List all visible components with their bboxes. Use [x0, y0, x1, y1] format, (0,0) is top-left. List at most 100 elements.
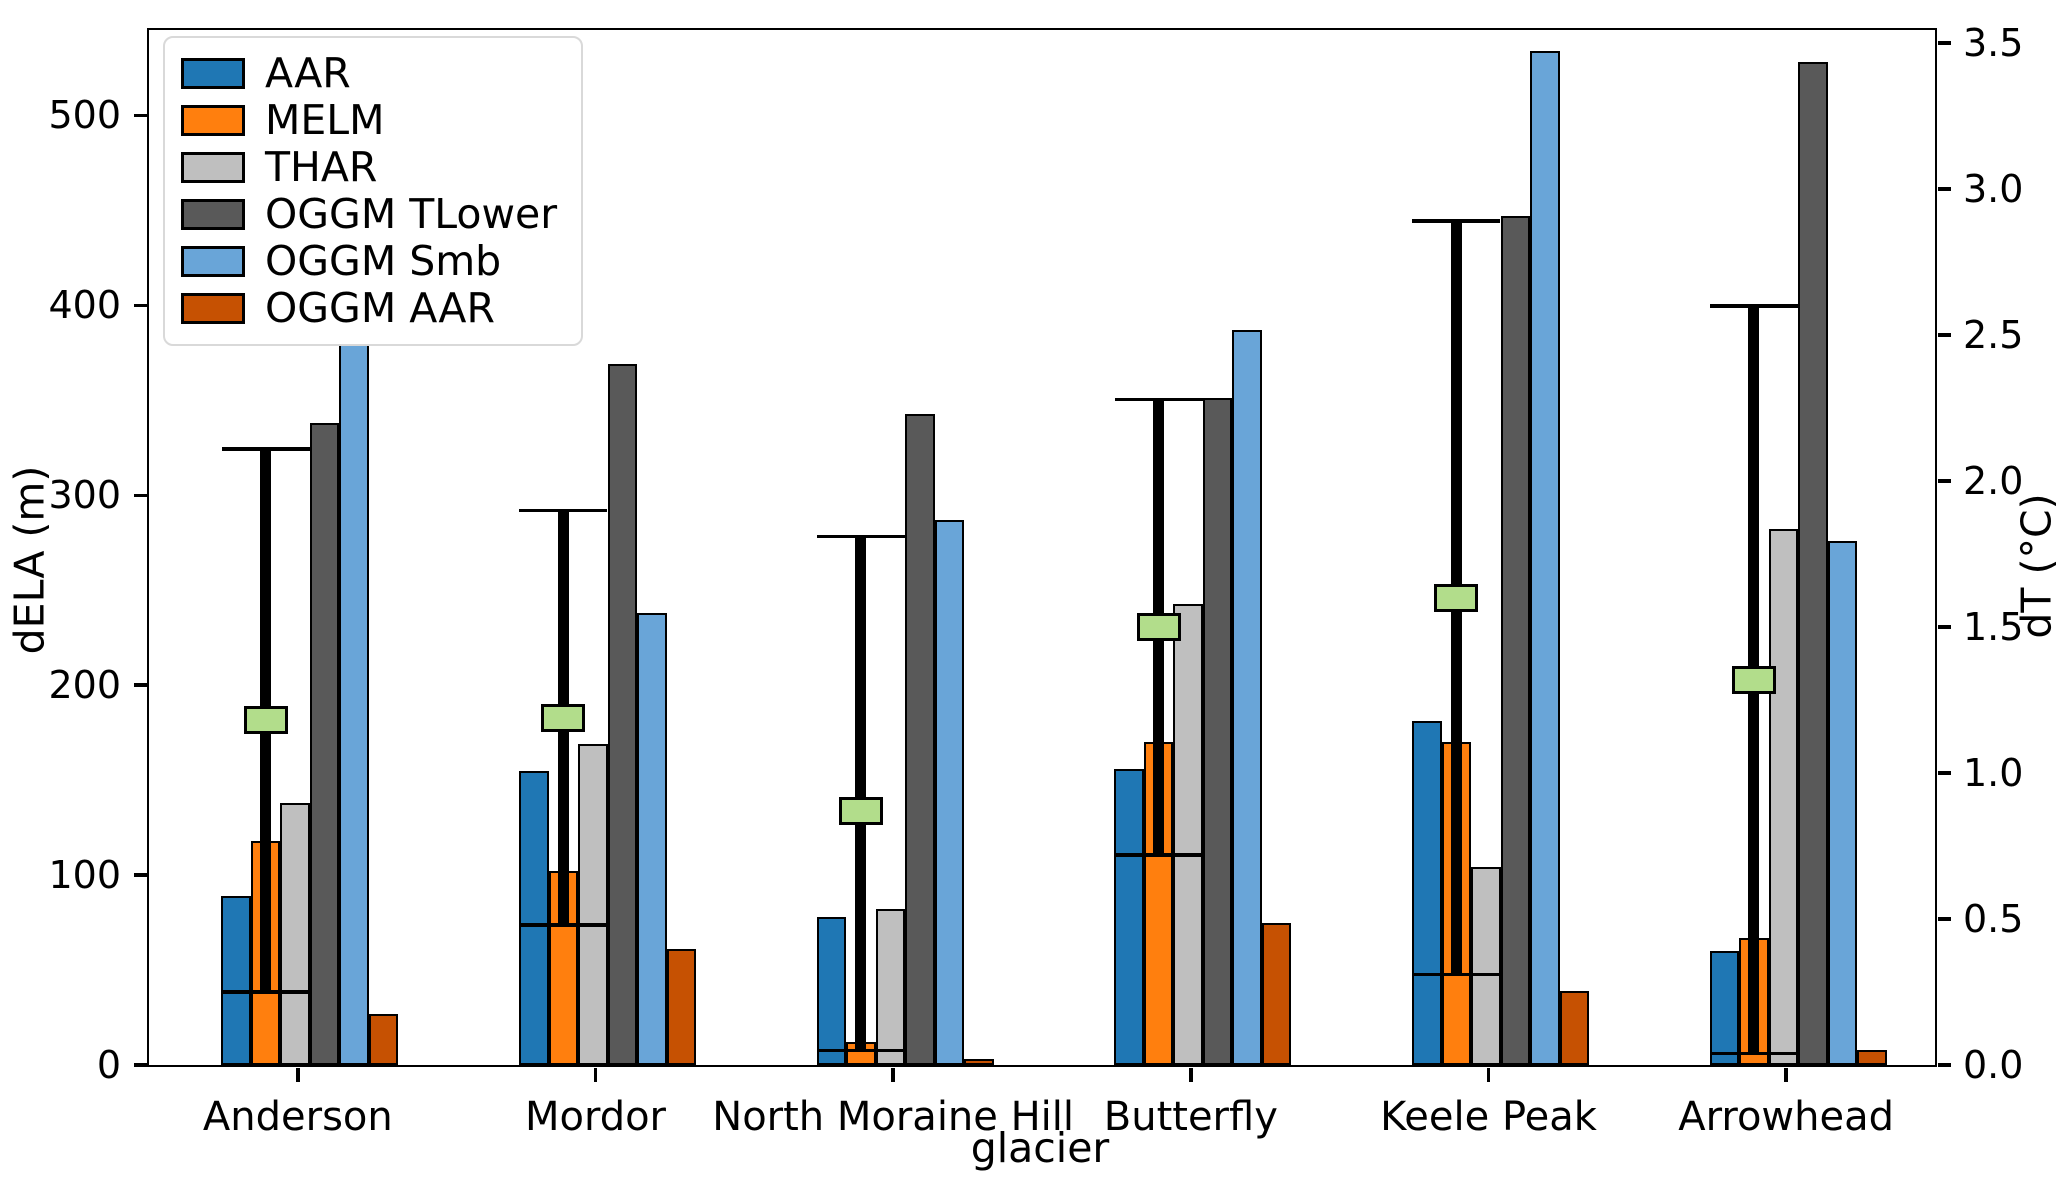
bar-oggm-smb — [934, 519, 965, 1065]
x-tick-label: Arrowhead — [1678, 1094, 1895, 1140]
y-tick-left — [134, 113, 147, 118]
bar-oggm-tlower — [309, 423, 340, 1065]
y-tick-right — [1937, 1063, 1951, 1067]
legend-label: THAR — [265, 143, 378, 191]
x-axis-label: glacier — [970, 1124, 1110, 1172]
errorbar-cap — [1412, 219, 1501, 223]
legend-label: OGGM AAR — [265, 284, 495, 332]
bar-thar — [578, 744, 608, 1065]
y-tick-left — [134, 683, 147, 687]
y-tick-right — [1937, 917, 1951, 921]
legend-swatch-oggm-tlower — [181, 199, 245, 230]
bar-oggm-smb — [339, 339, 369, 1065]
bar-aar — [816, 916, 847, 1065]
dt-marker — [1136, 613, 1181, 642]
y-tick-label-left: 400 — [48, 283, 121, 328]
dt-marker — [243, 706, 288, 735]
bar-oggm-tlower — [1500, 216, 1530, 1065]
x-tick-label: Butterfly — [1103, 1094, 1278, 1140]
bar-aar — [1114, 768, 1144, 1065]
bar-thar — [1471, 867, 1501, 1065]
bar-oggm-tlower — [1798, 62, 1828, 1065]
errorbar-cap — [221, 447, 310, 451]
bar-aar — [1412, 721, 1442, 1065]
bar-oggm-smb — [1827, 540, 1858, 1065]
legend-swatch-aar — [181, 58, 245, 89]
errorbar-cap — [1709, 304, 1798, 308]
bar-oggm-smb — [1232, 330, 1262, 1065]
y-tick-label-left: 0 — [96, 1043, 121, 1087]
y-tick-label-right: 1.0 — [1963, 751, 2024, 796]
bar-oggm-smb — [637, 613, 667, 1065]
legend-label: MELM — [265, 96, 385, 144]
y-tick-right — [1937, 41, 1951, 45]
legend-item: OGGM Smb — [181, 238, 557, 285]
bar-aar — [221, 895, 251, 1065]
y-tick-label-right: 2.5 — [1963, 313, 2024, 358]
legend-item: AAR — [181, 50, 557, 97]
y-tick-right — [1937, 625, 1951, 629]
y-tick-right — [1937, 333, 1951, 337]
y-tick-label-left: 300 — [48, 473, 121, 518]
x-tick — [1784, 1067, 1788, 1082]
y-tick-left — [134, 303, 147, 308]
y-tick-label-right: 3.0 — [1963, 167, 2024, 212]
errorbar-cap — [519, 508, 608, 513]
y-tick-label-right: 3.5 — [1963, 21, 2024, 66]
errorbar-cap — [1114, 397, 1203, 402]
errorbar-cap — [816, 1048, 905, 1053]
dt-marker — [838, 796, 883, 825]
legend-item: OGGM TLower — [181, 191, 557, 238]
legend-item: OGGM AAR — [181, 285, 557, 332]
legend-swatch-thar — [181, 152, 245, 183]
y-tick-left — [134, 873, 147, 877]
bar-thar — [1173, 603, 1203, 1065]
legend-label: OGGM TLower — [265, 190, 558, 238]
errorbar-cap — [519, 923, 608, 927]
x-tick — [1486, 1067, 1491, 1082]
x-tick — [1189, 1067, 1193, 1082]
bar-oggm-aar — [368, 1013, 399, 1065]
bar-oggm-aar — [964, 1059, 994, 1065]
bar-oggm-aar — [1261, 922, 1292, 1065]
y-tick-label-right: 0.0 — [1963, 1043, 2024, 1087]
legend-label: OGGM Smb — [265, 237, 502, 285]
bar-aar — [519, 770, 549, 1065]
legend-swatch-oggm-aar — [181, 293, 245, 324]
x-tick-label: North Moraine Hill — [712, 1094, 1075, 1140]
x-tick-label: Mordor — [524, 1094, 667, 1140]
bar-thar — [280, 802, 310, 1065]
y-tick-right — [1937, 187, 1951, 191]
errorbar-cap — [221, 990, 310, 994]
legend-item: THAR — [181, 144, 557, 191]
dt-marker — [1731, 665, 1776, 694]
bar-oggm-tlower — [607, 364, 637, 1065]
bar-oggm-aar — [666, 949, 696, 1065]
bar-oggm-tlower — [1202, 398, 1233, 1065]
dt-marker — [541, 703, 586, 732]
y-tick-left — [134, 1063, 147, 1067]
x-tick-label: Keele Peak — [1380, 1094, 1597, 1140]
y-tick-left — [134, 493, 147, 498]
y-tick-label-right: 2.0 — [1963, 459, 2024, 504]
bar-oggm-smb — [1530, 50, 1560, 1065]
y-axis-label-right: dT (°C) — [2012, 493, 2061, 639]
x-tick — [593, 1067, 598, 1082]
errorbar-cap — [1412, 972, 1501, 977]
y-tick-label-left: 100 — [48, 853, 121, 898]
plot-area: 0 100 200 300 400 500 0.0 0.5 1.0 1.5 2.0 2.5 3.0 3.5… — [48, 24, 2023, 1137]
y-tick-label-left: 500 — [48, 93, 121, 138]
legend-swatch-melm — [181, 105, 245, 136]
bar-aar — [1709, 951, 1740, 1065]
legend-swatch-oggm-smb — [181, 246, 245, 277]
bar-oggm-aar — [1559, 990, 1589, 1065]
errorbar-cap — [1709, 1051, 1798, 1056]
x-tick-label: Anderson — [202, 1094, 393, 1140]
errorbar-cap — [1114, 853, 1203, 857]
legend-label: AAR — [265, 49, 351, 97]
x-tick — [296, 1067, 300, 1082]
y-tick-right — [1937, 771, 1951, 775]
y-axis-label-left: dELA (m) — [5, 465, 54, 655]
x-tick — [891, 1067, 895, 1082]
